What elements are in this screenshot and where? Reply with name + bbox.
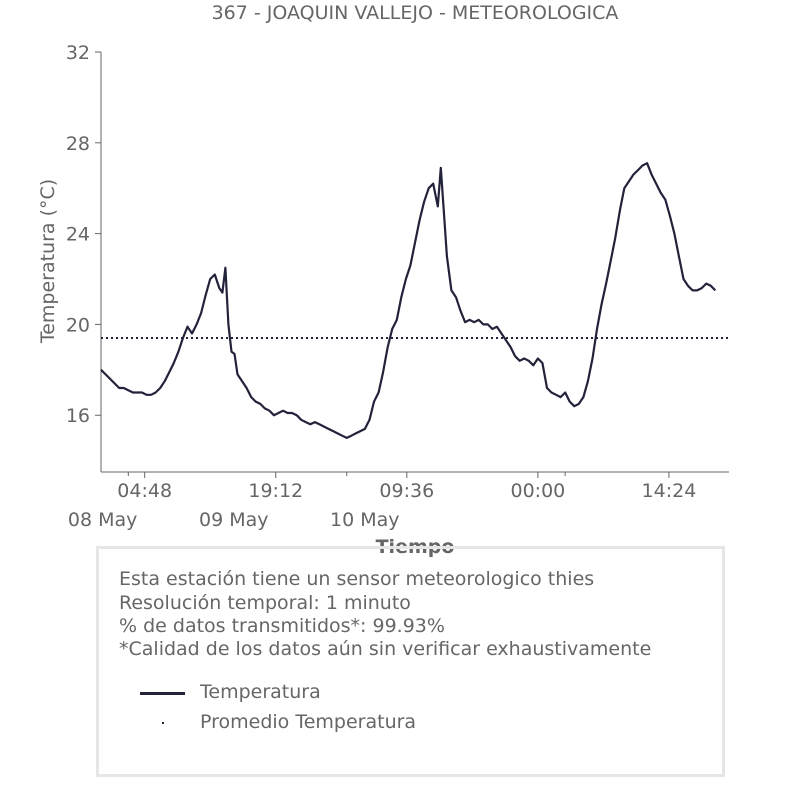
y-axis-label: Temperatura (°C): [37, 179, 59, 344]
temperature-chart: 16 20 24 28 32 04:48 08 May 19:12 09 May 09:36 10 …: [37, 42, 729, 558]
info-legend-box: Esta estación tiene un sensor meteorolog…: [96, 546, 725, 777]
y-tick-label: 16: [66, 405, 90, 427]
x-tick-label: 00:00: [510, 480, 565, 502]
info-sensor-line: Esta estación tiene un sensor meteorolog…: [119, 568, 595, 590]
x-date-label: 09 May: [199, 509, 269, 531]
y-tick-label: 24: [66, 224, 90, 246]
x-tick-label: 14:24: [642, 480, 697, 502]
x-tick-label: 04:48: [117, 480, 172, 502]
series-temperature-line: [100, 162, 717, 439]
x-tick-label: 19:12: [248, 480, 303, 502]
y-tick-label: 20: [66, 314, 90, 336]
legend-average-label: Promedio Temperatura: [200, 711, 417, 733]
x-date-label: 10 May: [330, 509, 400, 531]
chart-title: 367 - JOAQUIN VALLEJO - METEOROLOGICA: [211, 2, 619, 24]
legend-temperature-label: Temperatura: [200, 681, 321, 703]
legend-temperature-swatch: [140, 692, 185, 695]
x-date-label: 08 May: [68, 509, 138, 531]
y-tick-label: 32: [66, 42, 90, 64]
info-transmission-line: % de datos transmitidos*: 99.93%: [119, 615, 445, 637]
x-tick-label: 09:36: [379, 480, 434, 502]
info-resolution-line: Resolución temporal: 1 minuto: [119, 592, 411, 614]
legend-average-swatch: [162, 722, 164, 724]
info-quality-line: *Calidad de los datos aún sin verificar …: [119, 638, 652, 660]
y-tick-label: 28: [66, 133, 90, 155]
